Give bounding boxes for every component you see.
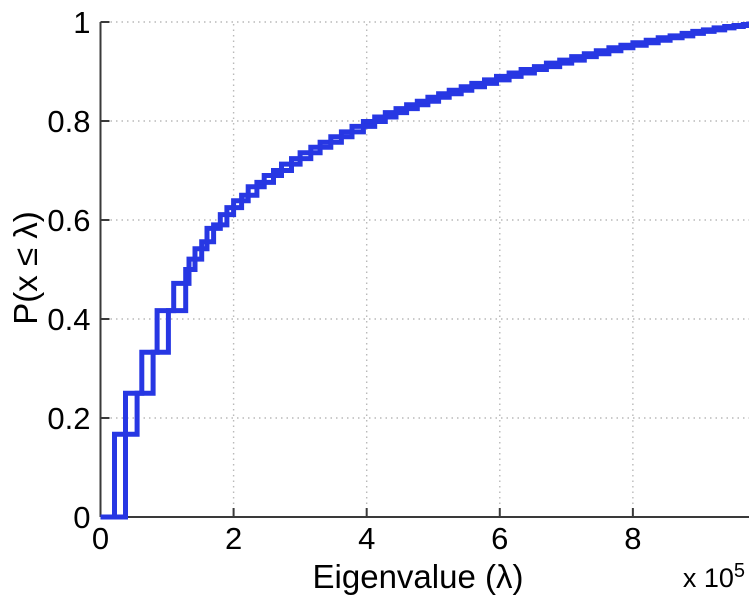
y-axis-label: P(x ≤ λ) (7, 211, 44, 325)
x-tick-label: 0 (92, 521, 109, 556)
x-axis-exponent-label: x 105 (682, 560, 745, 594)
x-tick-label: 2 (225, 521, 242, 556)
exponent-sup-text: 5 (733, 560, 745, 582)
x-tick-label: 6 (491, 521, 508, 556)
ecdf-a-curve (100, 21, 749, 520)
y-tick-label: 0.2 (47, 401, 90, 436)
ecdf-b-curve (100, 22, 749, 520)
y-tick-label: 0 (73, 500, 90, 535)
y-tick-label: 1 (73, 5, 90, 40)
y-tick-label: 0.6 (47, 203, 90, 238)
y-tick-label: 0.4 (47, 302, 90, 337)
y-tick-label: 0.8 (47, 104, 90, 139)
x-axis-label: Eigenvalue (λ) (312, 558, 524, 595)
x-tick-label: 8 (624, 521, 641, 556)
exponent-base-text: x 10 (682, 563, 734, 593)
x-tick-label: 4 (358, 521, 375, 556)
